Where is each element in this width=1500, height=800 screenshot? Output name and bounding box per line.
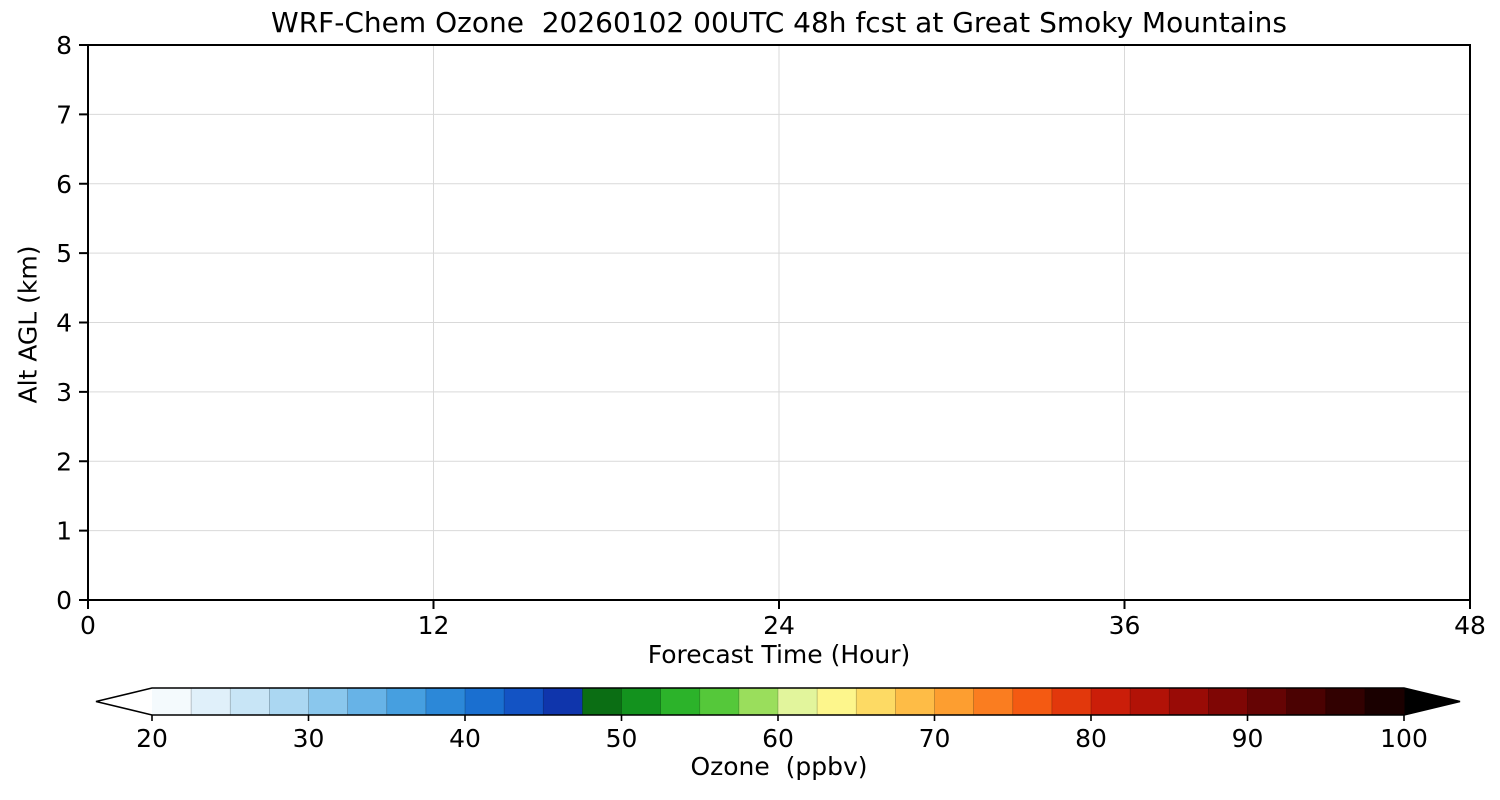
colorbar-segment xyxy=(465,688,505,715)
colorbar-segment xyxy=(817,688,857,715)
chart-title: WRF-Chem Ozone 20260102 00UTC 48h fcst a… xyxy=(271,6,1287,39)
colorbar-segment xyxy=(152,688,192,715)
y-tick-label: 7 xyxy=(56,100,72,129)
colorbar-segment xyxy=(230,688,270,715)
colorbar-tick-label: 60 xyxy=(762,724,794,753)
colorbar-over-arrow xyxy=(1404,688,1460,715)
colorbar-segment xyxy=(1208,688,1248,715)
x-tick-label: 12 xyxy=(418,611,450,640)
y-tick-label: 0 xyxy=(56,586,72,615)
colorbar-segment xyxy=(699,688,740,715)
colorbar-segment xyxy=(895,688,935,715)
colorbar-segment xyxy=(425,688,466,715)
colorbar-segment xyxy=(856,688,896,715)
colorbar-label: Ozone (ppbv) xyxy=(690,752,868,781)
colorbar-segment xyxy=(386,688,427,715)
colorbar-segment xyxy=(738,688,779,715)
y-axis-label: Alt AGL (km) xyxy=(13,245,43,404)
colorbar-segment xyxy=(1325,688,1366,715)
colorbar-segment xyxy=(1247,688,1288,715)
y-tick-label: 3 xyxy=(56,378,72,407)
x-tick-label: 36 xyxy=(1109,611,1141,640)
colorbar-segment xyxy=(308,688,349,715)
colorbar-segment xyxy=(660,688,701,715)
y-tick-label: 4 xyxy=(56,309,72,338)
colorbar-tick-label: 40 xyxy=(449,724,481,753)
colorbar-segment xyxy=(504,688,544,715)
x-tick-label: 24 xyxy=(763,611,795,640)
colorbar-segment xyxy=(1286,688,1327,715)
colorbar-segment xyxy=(934,688,975,715)
colorbar-tick-label: 90 xyxy=(1232,724,1264,753)
colorbar-segment xyxy=(191,688,231,715)
colorbar-tick-label: 70 xyxy=(919,724,951,753)
colorbar-segment xyxy=(621,688,662,715)
y-tick-label: 1 xyxy=(56,517,72,546)
colorbar-tick-label: 100 xyxy=(1380,724,1428,753)
x-tick-label: 0 xyxy=(80,611,96,640)
colorbar-segment xyxy=(1051,688,1092,715)
colorbar-tick-label: 50 xyxy=(606,724,638,753)
colorbar-tick-label: 80 xyxy=(1075,724,1107,753)
colorbar-segment xyxy=(582,688,622,715)
y-tick-label: 6 xyxy=(56,170,72,199)
colorbar-segment xyxy=(269,688,309,715)
colorbar-segment xyxy=(1169,688,1209,715)
y-tick-label: 5 xyxy=(56,239,72,268)
colorbar-segment xyxy=(1012,688,1053,715)
y-tick-label: 2 xyxy=(56,447,72,476)
colorbar-segment xyxy=(1091,688,1131,715)
colorbar-segment xyxy=(1364,688,1405,715)
colorbar-segment xyxy=(973,688,1014,715)
colorbar-under-arrow xyxy=(96,688,152,715)
colorbar-segment xyxy=(347,688,388,715)
colorbar-tick-label: 20 xyxy=(136,724,168,753)
y-tick-label: 8 xyxy=(56,31,72,60)
colorbar-segment xyxy=(778,688,818,715)
colorbar-tick-label: 30 xyxy=(293,724,325,753)
x-tick-label: 48 xyxy=(1454,611,1486,640)
x-axis-label: Forecast Time (Hour) xyxy=(647,640,911,669)
colorbar-segment xyxy=(543,688,583,715)
colorbar-segment xyxy=(1130,688,1170,715)
